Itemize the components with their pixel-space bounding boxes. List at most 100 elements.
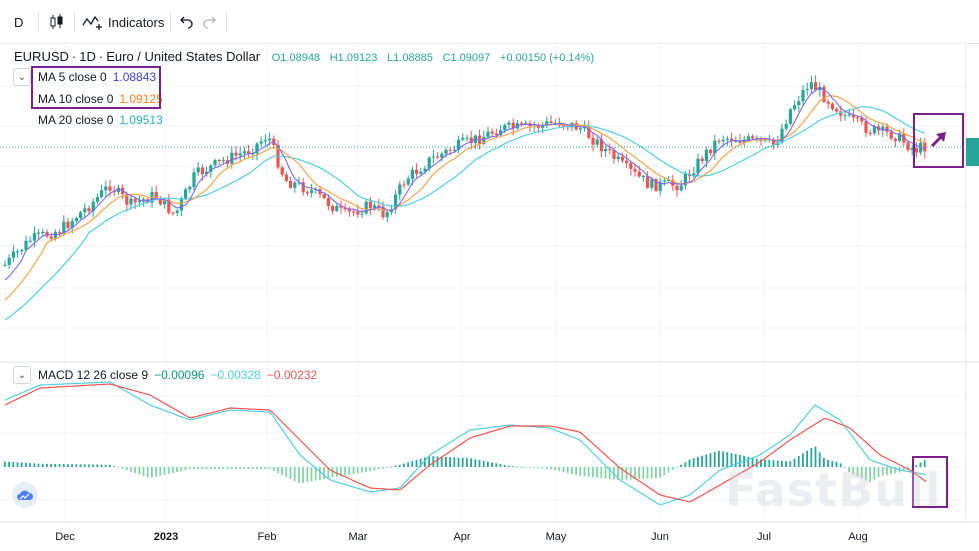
tradingview-logo[interactable] [12, 482, 38, 508]
macd-histogram-bar [331, 467, 334, 478]
top-toolbar: D Indicators [0, 0, 979, 44]
ma-legend-item[interactable]: MA 5 close 0 1.08843 [38, 70, 162, 84]
macd-histogram-bar [184, 467, 187, 471]
candle-body [612, 150, 616, 159]
chart-type-button[interactable] [48, 10, 66, 34]
redo-button[interactable] [202, 10, 218, 34]
ma20-label: MA 20 close 0 [38, 113, 114, 127]
macd-histogram-bar [592, 467, 594, 478]
macd-legend[interactable]: MACD 12 26 close 9 −0.00096 −0.00328 −0.002… [38, 368, 323, 382]
macd-histogram-bar [617, 467, 619, 481]
candle-body [683, 173, 687, 186]
macd-histogram-bar [709, 453, 712, 467]
macd-histogram-bar [239, 467, 241, 470]
undo-button[interactable] [178, 10, 194, 34]
macd-histogram-bar [222, 467, 225, 470]
macd-histogram-bar [163, 467, 166, 475]
candle-body [184, 189, 188, 199]
candle-body [28, 240, 32, 242]
time-tick-label: May [546, 531, 567, 543]
ohlc-high: H1.09123 [329, 52, 378, 64]
macd-hist-value: −0.00096 [154, 368, 205, 382]
macd-histogram-bar [67, 464, 69, 467]
macd-histogram-bar [474, 459, 477, 467]
candle-body [910, 148, 914, 150]
macd-histogram-bar [20, 462, 23, 467]
candle-body [633, 168, 637, 172]
macd-histogram-bar [676, 467, 678, 468]
macd-histogram-bar [789, 461, 792, 467]
macd-histogram-bar [797, 455, 800, 467]
candle-body [658, 181, 662, 191]
candle-body [452, 149, 456, 151]
macd-histogram-bar [428, 456, 430, 467]
indicators-button[interactable]: Indicators [82, 10, 164, 34]
candle-body [591, 137, 595, 145]
candle-body [717, 140, 721, 142]
candle-body [872, 126, 876, 134]
collapse-legend-button[interactable]: ⌄ [13, 68, 31, 86]
interval-button[interactable]: D [14, 10, 23, 34]
macd-histogram-bar [802, 453, 804, 467]
macd-histogram-bar [642, 467, 645, 479]
candle-body [847, 114, 851, 116]
ma-legend-item[interactable]: MA 20 close 0 1.09513 [38, 113, 169, 127]
ohlc-close: C1.09097 [442, 52, 491, 64]
ma20-value: 1.09513 [119, 113, 163, 127]
candle-body [662, 180, 666, 182]
candle-body [553, 122, 557, 124]
candle-body [709, 149, 713, 154]
macd-histogram-bar [848, 467, 850, 473]
candle-body [805, 88, 809, 91]
ma5-line [4, 86, 926, 281]
ohlc-open: O1.08948 [271, 52, 321, 64]
ma10-label: MA 10 close 0 [38, 92, 114, 106]
candle-body [339, 205, 343, 208]
candle-body [889, 131, 893, 139]
macd-histogram-bar [411, 461, 414, 467]
macd-histogram-bar [214, 467, 216, 470]
macd-histogram-bar [369, 467, 372, 472]
macd-histogram-bar [432, 456, 435, 467]
candle-body [625, 160, 629, 164]
undo-icon [180, 16, 193, 29]
macd-histogram-bar [16, 462, 19, 467]
candle-body [45, 232, 49, 237]
ma-legend-item[interactable]: MA 10 close 0 1.09125 [38, 92, 169, 106]
macd-histogram-bar [508, 465, 510, 467]
macd-histogram-bar [209, 467, 212, 470]
chevron-down-icon: ⌄ [17, 71, 27, 83]
macd-histogram-bar [109, 464, 111, 467]
candle-body [41, 232, 45, 234]
candle-body [263, 140, 267, 142]
candle-body [860, 117, 864, 122]
candle-body [499, 130, 503, 136]
macd-histogram-bar [449, 457, 451, 467]
macd-histogram-bar [923, 460, 926, 467]
candle-body [364, 201, 368, 214]
candle-body [671, 180, 675, 186]
candle-body [419, 171, 423, 174]
macd-histogram-bar [142, 467, 145, 476]
candle-body [704, 149, 708, 162]
collapse-macd-button[interactable]: ⌄ [13, 366, 31, 384]
last-price-label [966, 138, 979, 166]
macd-histogram-bar [130, 467, 132, 472]
macd-histogram-bar [256, 467, 258, 470]
macd-histogram-bar [230, 467, 233, 470]
macd-histogram-bar [361, 467, 363, 473]
candle-body [507, 122, 511, 125]
macd-histogram-bar [881, 467, 884, 476]
candle-body [839, 111, 843, 116]
candle-body [158, 198, 162, 205]
macd-histogram-bar [558, 467, 561, 472]
candle-body [595, 139, 599, 145]
macd-histogram-bar [655, 467, 657, 479]
ohlc-low: L1.08885 [387, 52, 433, 64]
candle-body [696, 158, 700, 174]
candle-body [301, 182, 305, 193]
macd-histogram-bar [62, 464, 65, 467]
macd-histogram-bar [919, 462, 922, 467]
candle-body [919, 143, 923, 153]
